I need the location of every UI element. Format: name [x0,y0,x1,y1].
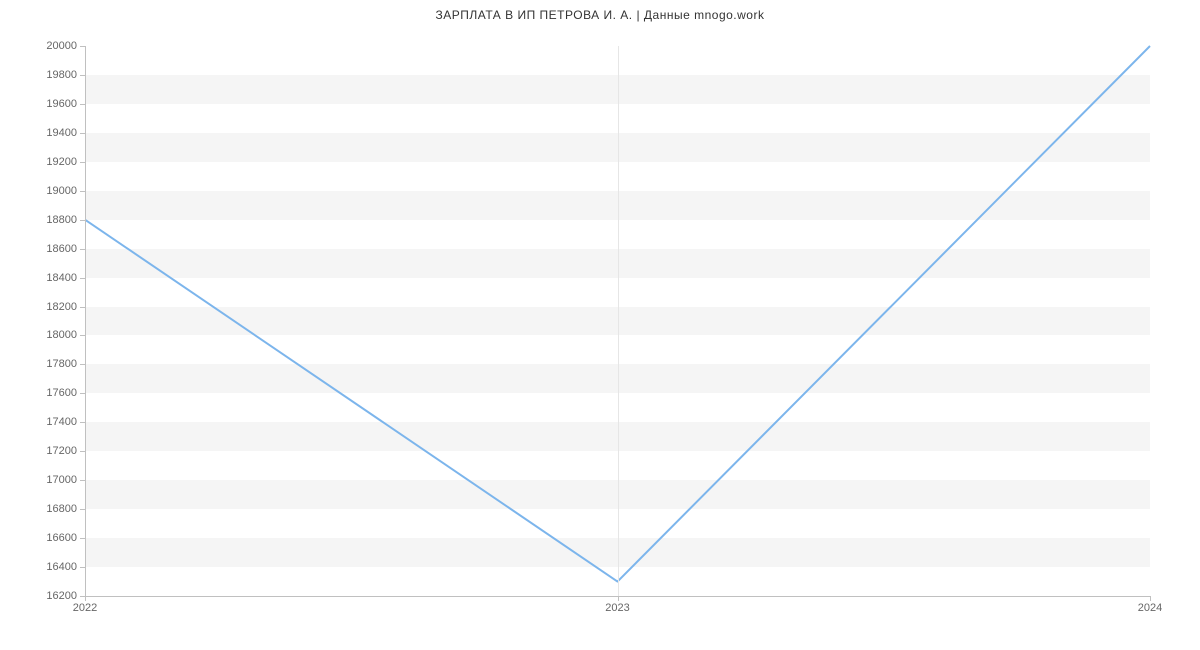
chart-title: ЗАРПЛАТА В ИП ПЕТРОВА И. А. | Данные mno… [0,8,1200,22]
salary-line-chart: ЗАРПЛАТА В ИП ПЕТРОВА И. А. | Данные mno… [0,0,1200,650]
plot-area: 1620016400166001680017000172001740017600… [85,46,1150,596]
x-tick-mark [1150,596,1151,601]
x-axis-line [85,596,1150,597]
x-gridline [618,46,619,596]
y-axis-line [85,46,86,596]
